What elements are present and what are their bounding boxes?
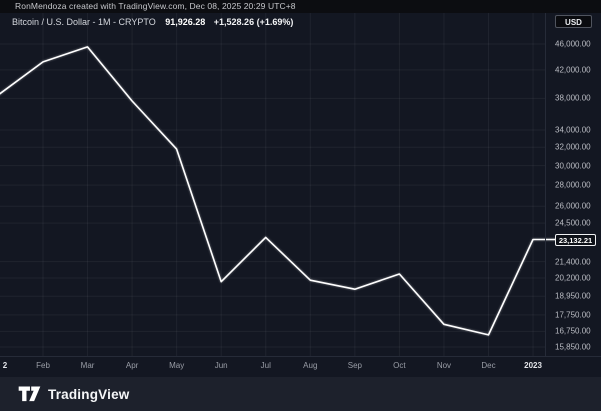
y-axis-label: 18,950.00 xyxy=(555,291,591,301)
price-line-series xyxy=(0,46,557,336)
y-axis-label: 42,000.00 xyxy=(555,65,591,75)
price-axis[interactable]: 46,000.00 42,000.00 38,000.00 34,000.00 32,0… xyxy=(545,13,601,356)
x-axis-month-label: Oct xyxy=(393,361,406,370)
symbol-change: +1,528.26 (+1.69%) xyxy=(213,17,294,27)
x-axis-month-label: Nov xyxy=(436,361,452,370)
y-axis-label: 34,000.00 xyxy=(555,125,591,135)
tradingview-logo-icon xyxy=(18,386,41,402)
y-axis-label: 38,000.00 xyxy=(555,93,591,103)
x-axis-month-label: Jul xyxy=(260,361,271,370)
x-axis-year-label: 2 xyxy=(2,361,8,370)
symbol-legend[interactable]: Bitcoin / U.S. Dollar - 1M - CRYPTO 91,9… xyxy=(12,16,293,29)
footer-bar: TradingView xyxy=(0,377,601,411)
attribution-bar: RonMendoza created with TradingView.com,… xyxy=(0,0,601,13)
currency-toggle-button[interactable]: USD xyxy=(555,15,592,28)
y-axis-label: 21,400.00 xyxy=(555,257,591,267)
y-axis-label: 30,000.00 xyxy=(555,161,591,171)
tradingview-logo-link[interactable]: TradingView xyxy=(18,386,129,402)
symbol-last-price: 91,926.28 xyxy=(165,17,206,27)
y-axis-label: 17,750.00 xyxy=(555,310,591,320)
tradingview-brand-name: TradingView xyxy=(48,386,130,402)
y-axis-label: 46,000.00 xyxy=(555,39,591,49)
y-axis-label: 28,000.00 xyxy=(555,180,591,190)
x-axis-month-label: Jun xyxy=(214,361,228,370)
x-axis-month-label: Aug xyxy=(303,361,318,370)
x-axis-month-label: Mar xyxy=(80,361,95,370)
y-axis-label: 15,850.00 xyxy=(555,342,591,352)
y-axis-label: 26,000.00 xyxy=(555,201,591,211)
x-axis-month-label: Feb xyxy=(36,361,50,370)
x-axis-year-label: 2023 xyxy=(524,361,542,370)
x-axis-month-label: Dec xyxy=(481,361,496,370)
x-axis-month-label: Sep xyxy=(347,361,362,370)
attribution-text: RonMendoza created with TradingView.com,… xyxy=(15,1,296,11)
time-axis[interactable]: 2 Feb Mar Apr May Jun Jul Aug Sep Oct Nov Dec 2023 xyxy=(0,356,601,378)
y-axis-label: 20,200.00 xyxy=(555,273,591,283)
symbol-title[interactable]: Bitcoin / U.S. Dollar - 1M - CRYPTO xyxy=(12,17,156,27)
y-axis-label: 32,000.00 xyxy=(555,142,591,152)
x-axis-month-label: May xyxy=(169,361,185,370)
y-axis-label: 16,750.00 xyxy=(555,326,591,336)
last-price-label: 23,132.21 xyxy=(555,233,596,246)
y-axis-label: 24,500.00 xyxy=(555,218,591,228)
x-axis-month-label: Apr xyxy=(125,361,139,370)
